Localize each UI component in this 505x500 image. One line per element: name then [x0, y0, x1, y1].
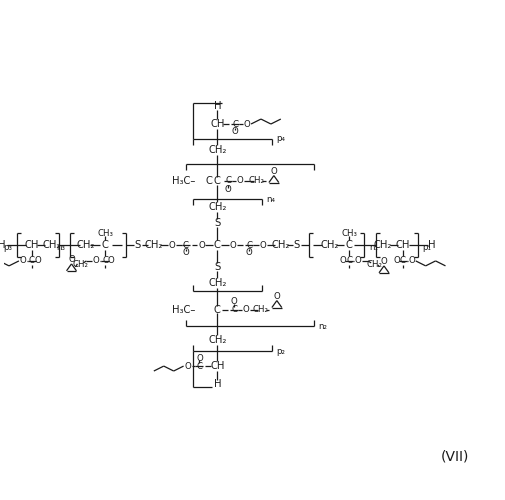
- Text: C: C: [214, 240, 220, 250]
- Text: CH₂: CH₂: [208, 202, 226, 212]
- Text: O: O: [408, 256, 414, 266]
- Text: O: O: [243, 120, 250, 128]
- Text: p₁: p₁: [422, 242, 431, 252]
- Text: C: C: [196, 362, 202, 370]
- Text: CH₂: CH₂: [365, 260, 381, 270]
- Text: CH₂: CH₂: [208, 278, 226, 287]
- Text: O: O: [184, 362, 190, 370]
- Text: n₂: n₂: [317, 322, 326, 331]
- Text: n₁: n₁: [368, 242, 377, 252]
- Text: O: O: [230, 297, 237, 306]
- Text: CH: CH: [210, 361, 224, 371]
- Text: C: C: [399, 256, 405, 266]
- Text: C: C: [102, 256, 108, 266]
- Text: O: O: [245, 248, 252, 258]
- Text: CH₂: CH₂: [320, 240, 338, 250]
- Text: S: S: [134, 240, 141, 250]
- Text: C: C: [232, 120, 238, 128]
- Text: O: O: [108, 256, 114, 266]
- Text: C: C: [182, 240, 188, 250]
- Text: S: S: [214, 218, 220, 228]
- Text: C: C: [102, 240, 109, 250]
- Text: C: C: [214, 304, 220, 314]
- Text: CH₂: CH₂: [271, 240, 289, 250]
- Text: C: C: [345, 240, 352, 250]
- Text: H₃C–: H₃C–: [172, 304, 195, 314]
- Text: O: O: [270, 167, 277, 176]
- Text: CH₂: CH₂: [373, 240, 391, 250]
- Text: CH: CH: [25, 240, 39, 250]
- Text: O: O: [196, 354, 203, 362]
- Text: O: O: [34, 256, 41, 266]
- Text: O: O: [259, 240, 266, 250]
- Text: CH₂: CH₂: [252, 305, 269, 314]
- Text: CH₂: CH₂: [76, 240, 94, 250]
- Text: p₄: p₄: [276, 134, 285, 143]
- Text: O: O: [182, 248, 188, 258]
- Text: CH₂: CH₂: [208, 145, 226, 155]
- Text: C: C: [345, 256, 351, 266]
- Text: O: O: [242, 305, 249, 314]
- Text: O: O: [197, 240, 205, 250]
- Text: S: S: [293, 240, 299, 250]
- Text: C: C: [214, 176, 220, 186]
- Text: H: H: [427, 240, 434, 250]
- Text: O: O: [168, 240, 175, 250]
- Text: S: S: [214, 262, 220, 272]
- Text: O: O: [231, 128, 238, 136]
- Text: O: O: [273, 292, 280, 301]
- Text: C: C: [231, 305, 237, 314]
- Text: CH₂: CH₂: [144, 240, 163, 250]
- Text: O: O: [236, 176, 243, 185]
- Text: (VII): (VII): [440, 450, 469, 464]
- Text: p₂: p₂: [276, 346, 285, 356]
- Text: H: H: [213, 379, 221, 389]
- Text: p₃: p₃: [3, 242, 12, 252]
- Text: CH: CH: [210, 119, 224, 129]
- Text: C: C: [205, 176, 212, 186]
- Text: C: C: [225, 176, 231, 185]
- Text: n₄: n₄: [266, 195, 275, 204]
- Text: O: O: [393, 256, 399, 266]
- Text: H₃C–: H₃C–: [172, 176, 195, 186]
- Text: O: O: [229, 240, 236, 250]
- Text: CH₃: CH₃: [97, 228, 113, 237]
- Text: n₃: n₃: [57, 242, 66, 252]
- Text: C: C: [29, 256, 35, 266]
- Text: O: O: [339, 256, 346, 266]
- Text: CH₂: CH₂: [72, 260, 88, 270]
- Text: CH₂: CH₂: [248, 176, 265, 185]
- Text: CH₃: CH₃: [340, 228, 357, 237]
- Text: CH₂: CH₂: [42, 240, 61, 250]
- Text: CH: CH: [395, 240, 409, 250]
- Text: O: O: [224, 185, 231, 194]
- Text: O: O: [20, 256, 26, 266]
- Text: H: H: [213, 101, 221, 111]
- Text: O: O: [93, 256, 99, 266]
- Text: O: O: [354, 256, 361, 266]
- Text: CH₂: CH₂: [208, 336, 226, 345]
- Text: O: O: [380, 258, 387, 266]
- Text: H: H: [0, 240, 6, 250]
- Text: O: O: [68, 256, 75, 264]
- Text: C: C: [245, 240, 251, 250]
